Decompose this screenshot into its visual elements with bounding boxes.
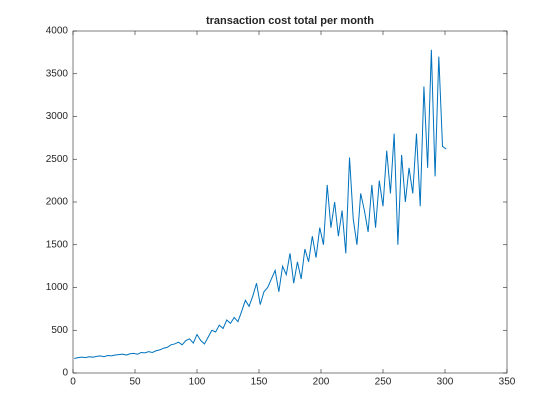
y-tick-label: 2500 [46, 154, 69, 165]
y-tick-label: 1500 [46, 239, 69, 250]
x-tick-label: 200 [313, 377, 330, 388]
x-tick-label: 100 [189, 377, 206, 388]
y-tick-label: 0 [62, 368, 68, 379]
x-tick-label: 250 [375, 377, 392, 388]
y-tick-label: 4000 [46, 26, 69, 37]
plot-area [72, 30, 508, 374]
x-tick-label: 0 [70, 377, 76, 388]
chart-title: transaction cost total per month [206, 15, 374, 27]
y-tick-label: 500 [51, 325, 68, 336]
y-tick-label: 3500 [46, 68, 69, 79]
y-tick-label: 3000 [46, 111, 69, 122]
x-tick-label: 150 [251, 377, 268, 388]
y-tick-label: 1000 [46, 282, 69, 293]
data-line [74, 49, 447, 359]
y-tick-label: 2000 [46, 197, 69, 208]
x-tick-label: 350 [499, 377, 516, 388]
x-tick-label: 300 [437, 377, 454, 388]
x-tick-label: 50 [129, 377, 141, 388]
